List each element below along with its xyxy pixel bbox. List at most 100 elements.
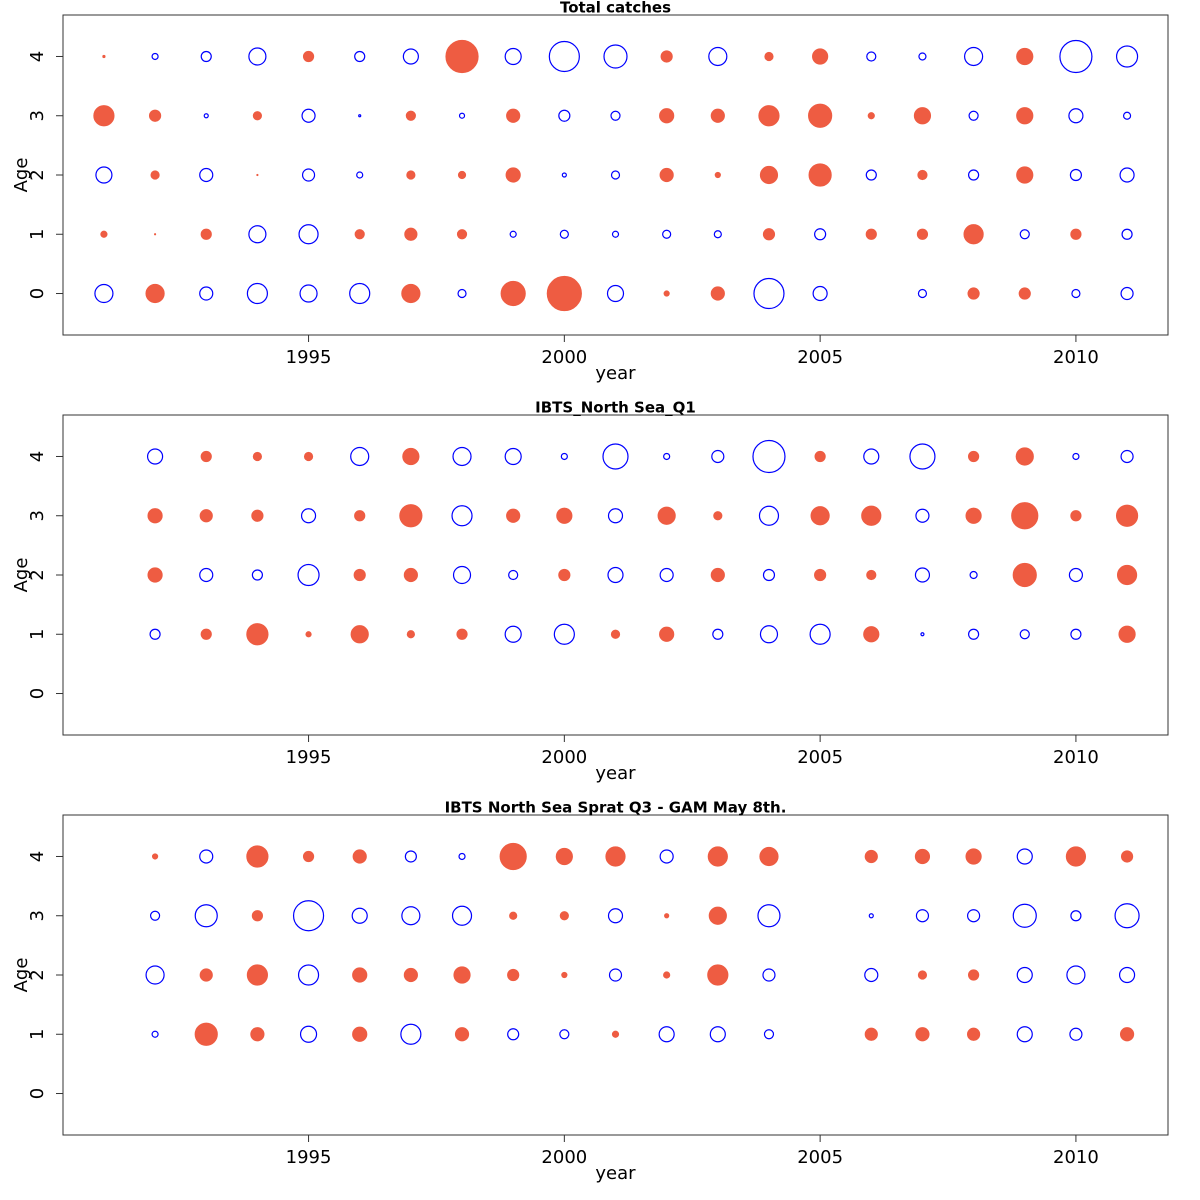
- negative-bubble: [1068, 108, 1084, 124]
- positive-bubble: [145, 283, 165, 304]
- y-tick-label: 4: [27, 51, 48, 62]
- negative-bubble: [507, 1028, 520, 1041]
- negative-bubble: [559, 1029, 570, 1040]
- positive-bubble: [967, 287, 980, 300]
- positive-bubble: [199, 968, 213, 982]
- negative-bubble: [297, 964, 320, 986]
- positive-bubble: [917, 169, 928, 181]
- positive-bubble: [810, 506, 830, 526]
- negative-bubble: [868, 913, 874, 919]
- positive-bubble: [456, 628, 468, 640]
- negative-bubble: [659, 567, 674, 583]
- positive-bubble: [714, 171, 721, 179]
- positive-bubble: [246, 845, 269, 868]
- negative-bubble: [300, 508, 317, 524]
- negative-bubble: [151, 1030, 159, 1038]
- negative-bubble: [149, 910, 161, 921]
- negative-bubble: [712, 628, 724, 640]
- positive-bubble: [867, 112, 875, 120]
- negative-bubble: [199, 286, 214, 301]
- negative-bubble: [451, 505, 473, 527]
- positive-bubble: [915, 1027, 930, 1042]
- positive-bubble: [708, 906, 727, 925]
- negative-bubble: [964, 46, 984, 67]
- positive-bubble: [965, 507, 982, 524]
- positive-bubble: [453, 966, 471, 984]
- positive-bubble: [1119, 1027, 1135, 1042]
- positive-bubble: [406, 630, 415, 639]
- negative-bubble: [299, 1025, 318, 1043]
- positive-bubble: [1016, 107, 1034, 125]
- positive-bubble: [302, 50, 315, 63]
- negative-bubble: [968, 169, 980, 181]
- negative-bubble: [865, 169, 877, 181]
- negative-bubble: [1119, 167, 1135, 183]
- chart-title: IBTS North Sea Sprat Q3 - GAM May 8th.: [445, 799, 787, 817]
- negative-bubble: [602, 443, 629, 470]
- positive-bubble: [657, 506, 676, 525]
- positive-bubble: [1118, 625, 1136, 643]
- negative-bubble: [1012, 903, 1037, 928]
- positive-bubble: [354, 229, 365, 240]
- negative-bubble: [968, 110, 979, 121]
- positive-bubble: [406, 170, 416, 180]
- negative-bubble: [763, 1029, 775, 1040]
- y-tick-label: 3: [27, 910, 48, 921]
- negative-bubble: [606, 284, 625, 303]
- negative-bubble: [451, 905, 473, 926]
- positive-bubble: [256, 173, 259, 177]
- positive-bubble: [1070, 510, 1082, 522]
- negative-bubble: [759, 625, 779, 644]
- y-axis-label: Age: [11, 158, 32, 193]
- positive-bubble: [507, 968, 520, 982]
- positive-bubble: [445, 39, 479, 74]
- x-tick-label: 2010: [1053, 747, 1099, 768]
- negative-bubble: [356, 171, 364, 179]
- negative-bubble: [814, 228, 827, 241]
- positive-bubble: [100, 230, 108, 238]
- negative-bubble: [914, 567, 931, 583]
- negative-bubble: [708, 46, 728, 67]
- negative-bubble: [200, 50, 212, 63]
- positive-bubble: [1065, 846, 1087, 867]
- positive-bubble: [352, 967, 368, 983]
- negative-bubble: [757, 904, 781, 928]
- positive-bubble: [1015, 447, 1034, 466]
- x-tick-label: 1995: [286, 747, 332, 768]
- positive-bubble: [808, 163, 832, 187]
- positive-bubble: [200, 450, 212, 463]
- positive-bubble: [404, 227, 418, 241]
- x-tick-label: 2005: [797, 747, 843, 768]
- negative-bubble: [350, 446, 370, 467]
- y-axis-label: Age: [11, 558, 32, 593]
- positive-bubble: [252, 111, 262, 121]
- negative-bubble: [607, 908, 624, 924]
- x-tick-label: 2000: [541, 1147, 587, 1168]
- negative-bubble: [918, 52, 927, 61]
- positive-bubble: [864, 1027, 878, 1041]
- negative-bubble: [663, 452, 671, 461]
- positive-bubble: [812, 48, 829, 65]
- positive-bubble: [246, 623, 269, 646]
- negative-bubble: [610, 110, 621, 121]
- negative-bubble: [297, 563, 320, 587]
- negative-bubble: [504, 447, 522, 466]
- positive-bubble: [405, 110, 416, 121]
- negative-bubble: [301, 168, 316, 182]
- positive-bubble: [148, 109, 162, 122]
- positive-bubble: [713, 511, 723, 521]
- negative-bubble: [553, 623, 575, 645]
- x-tick-label: 2000: [541, 747, 587, 768]
- negative-bubble: [251, 569, 263, 581]
- positive-bubble: [151, 853, 159, 860]
- positive-bubble: [457, 170, 467, 180]
- positive-bubble: [200, 628, 212, 640]
- negative-bubble: [909, 443, 936, 470]
- negative-bubble: [1019, 229, 1030, 240]
- y-tick-label: 2: [27, 569, 48, 580]
- negative-bubble: [662, 229, 672, 239]
- negative-bubble: [752, 439, 786, 474]
- negative-bubble: [809, 623, 831, 645]
- negative-bubble: [145, 965, 165, 985]
- negative-bubble: [1016, 848, 1033, 865]
